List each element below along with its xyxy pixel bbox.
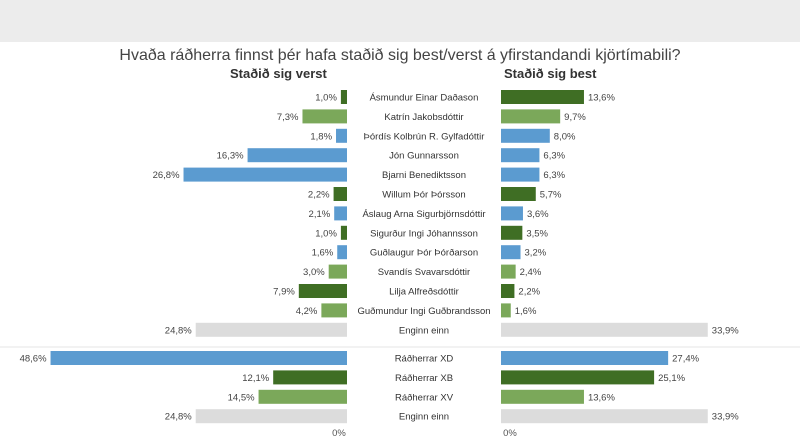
worst-value-label: 1,6% bbox=[312, 248, 334, 259]
worst-value-label: 12,1% bbox=[242, 373, 269, 384]
worst-bar bbox=[334, 206, 347, 221]
best-bar bbox=[501, 284, 515, 298]
worst-bar bbox=[247, 148, 347, 163]
best-bar bbox=[501, 128, 550, 143]
best-value-label: 2,4% bbox=[520, 267, 542, 278]
worst-bar bbox=[340, 90, 347, 104]
worst-bar bbox=[195, 322, 347, 337]
minister-name-label: Guðlaugur Þór Þórðarson bbox=[370, 248, 478, 259]
best-bar bbox=[501, 370, 655, 385]
worst-bar bbox=[340, 225, 347, 240]
worst-value-label: 24,8% bbox=[165, 325, 192, 336]
worst-value-label: 26,8% bbox=[153, 170, 180, 181]
best-value-label: 1,6% bbox=[515, 306, 537, 317]
minister-name-label: Bjarni Benediktsson bbox=[382, 170, 466, 181]
best-value-label: 8,0% bbox=[554, 131, 576, 142]
best-bar bbox=[501, 187, 536, 201]
minister-name-label: Guðmundur Ingi Guðbrandsson bbox=[357, 306, 490, 317]
best-value-label: 13,6% bbox=[588, 392, 615, 403]
best-bar bbox=[501, 303, 511, 318]
worst-value-label: 2,1% bbox=[309, 209, 331, 220]
worst-value-label: 24,8% bbox=[165, 412, 192, 423]
minister-name-label: Jón Gunnarsson bbox=[389, 151, 459, 162]
worst-value-label: 14,5% bbox=[228, 392, 255, 403]
worst-bar bbox=[195, 409, 347, 424]
minister-name-label: Svandís Svavarsdóttir bbox=[378, 267, 470, 278]
worst-value-label: 4,2% bbox=[296, 306, 318, 317]
best-bar bbox=[501, 245, 521, 260]
best-value-label: 33,9% bbox=[712, 412, 739, 423]
worst-bar bbox=[50, 351, 347, 365]
worst-value-label: 1,0% bbox=[315, 93, 337, 104]
best-value-label: 3,2% bbox=[525, 248, 547, 259]
worst-bar bbox=[336, 128, 347, 143]
best-value-label: 25,1% bbox=[658, 373, 685, 384]
minister-name-label: Ráðherrar XD bbox=[395, 354, 454, 365]
minister-name-label: Willum Þór Þórsson bbox=[382, 190, 465, 201]
worst-value-label: 16,3% bbox=[217, 151, 244, 162]
worst-bar bbox=[321, 303, 347, 318]
worst-value-label: 3,0% bbox=[303, 267, 325, 278]
minister-name-label: Þórdís Kolbrún R. Gylfadóttir bbox=[364, 131, 485, 142]
minister-name-label: Enginn einn bbox=[399, 412, 449, 423]
minister-name-label: Katrín Jakobsdóttir bbox=[384, 112, 463, 123]
best-bar bbox=[501, 322, 708, 337]
best-column-header: Staðið sig best bbox=[504, 66, 597, 81]
worst-value-label: 2,2% bbox=[308, 190, 330, 201]
minister-name-label: Sigurður Ingi Jóhannsson bbox=[370, 228, 478, 239]
minister-name-label: Ráðherrar XB bbox=[395, 373, 453, 384]
worst-bar bbox=[183, 167, 347, 182]
best-value-label: 3,6% bbox=[527, 209, 549, 220]
best-value-label: 13,6% bbox=[588, 93, 615, 104]
worst-value-label: 48,6% bbox=[20, 354, 47, 365]
best-bar bbox=[501, 409, 708, 424]
left-axis-zero-label: 0% bbox=[332, 428, 346, 439]
top-bar bbox=[0, 0, 800, 42]
chart-title: Hvaða ráðherra finnst þér hafa staðið si… bbox=[119, 47, 681, 64]
minister-name-label: Enginn einn bbox=[399, 325, 449, 336]
minister-name-label: Ásmundur Einar Daðason bbox=[370, 93, 479, 104]
right-axis-zero-label: 0% bbox=[503, 428, 517, 439]
worst-value-label: 1,0% bbox=[315, 228, 337, 239]
best-value-label: 2,2% bbox=[518, 287, 540, 298]
worst-bar bbox=[333, 187, 347, 201]
best-value-label: 3,5% bbox=[526, 228, 548, 239]
worst-bar bbox=[273, 370, 347, 385]
worst-bar bbox=[258, 389, 347, 404]
best-value-label: 6,3% bbox=[543, 151, 565, 162]
best-value-label: 27,4% bbox=[672, 354, 699, 365]
best-value-label: 6,3% bbox=[543, 170, 565, 181]
worst-value-label: 7,9% bbox=[273, 287, 295, 298]
best-bar bbox=[501, 109, 561, 124]
worst-bar bbox=[298, 284, 347, 298]
worst-bar bbox=[337, 245, 347, 260]
minister-name-label: Ráðherrar XV bbox=[395, 392, 454, 403]
best-bar bbox=[501, 264, 516, 279]
best-bar bbox=[501, 351, 669, 365]
best-value-label: 9,7% bbox=[564, 112, 586, 123]
best-bar bbox=[501, 225, 523, 240]
best-bar bbox=[501, 206, 523, 221]
best-value-label: 5,7% bbox=[540, 190, 562, 201]
best-bar bbox=[501, 167, 540, 182]
worst-value-label: 1,8% bbox=[310, 131, 332, 142]
worst-bar bbox=[328, 264, 347, 279]
best-bar bbox=[501, 389, 584, 404]
worst-value-label: 7,3% bbox=[277, 112, 299, 123]
best-bar bbox=[501, 148, 540, 163]
minister-name-label: Lilja Alfreðsdóttir bbox=[389, 287, 459, 298]
minister-name-label: Áslaug Arna Sigurbjörnsdóttir bbox=[362, 209, 485, 220]
worst-column-header: Staðið sig verst bbox=[230, 66, 327, 81]
best-bar bbox=[501, 90, 584, 104]
worst-bar bbox=[302, 109, 347, 124]
best-value-label: 33,9% bbox=[712, 325, 739, 336]
